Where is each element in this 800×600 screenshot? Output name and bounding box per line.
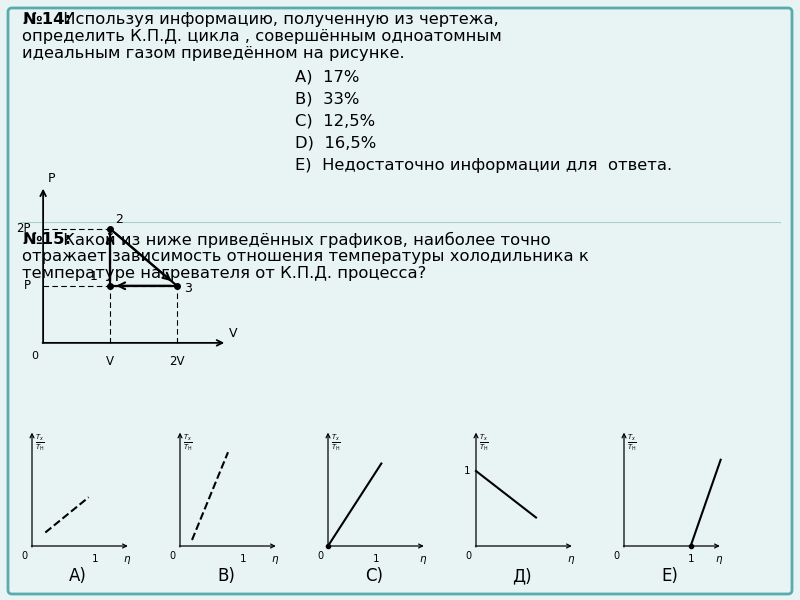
Text: 0: 0: [22, 551, 27, 561]
Text: A): A): [69, 567, 87, 585]
Text: 0: 0: [170, 551, 175, 561]
Text: $\eta$: $\eta$: [566, 553, 574, 565]
Text: 1: 1: [373, 553, 379, 563]
Text: E): E): [662, 567, 678, 585]
Text: $\eta$: $\eta$: [418, 553, 426, 565]
Text: 2V: 2V: [169, 355, 185, 368]
Text: 1: 1: [464, 466, 470, 476]
Text: $\eta$: $\eta$: [122, 553, 130, 565]
Text: P: P: [24, 279, 31, 292]
Text: 0: 0: [318, 551, 323, 561]
Text: 0: 0: [466, 551, 471, 561]
Text: $\frac{T_x}{T_{\rm H}}$: $\frac{T_x}{T_{\rm H}}$: [34, 432, 45, 453]
Text: №15:: №15:: [22, 232, 71, 247]
Text: 3: 3: [183, 282, 191, 295]
Text: температуре нагревателя от К.П.Д. процесса?: температуре нагревателя от К.П.Д. процес…: [22, 266, 426, 281]
Text: отражает зависимость отношения температуры холодильника к: отражает зависимость отношения температу…: [22, 249, 589, 264]
Text: Д): Д): [512, 567, 532, 585]
Text: 0: 0: [31, 352, 38, 361]
Text: A)  17%: A) 17%: [295, 70, 359, 85]
Text: C)  12,5%: C) 12,5%: [295, 114, 375, 129]
Text: D)  16,5%: D) 16,5%: [295, 136, 376, 151]
Text: №14:: №14:: [22, 12, 71, 27]
Text: $\eta$: $\eta$: [270, 553, 278, 565]
Text: 1: 1: [240, 553, 246, 563]
Text: $\frac{T_x}{T_{\rm H}}$: $\frac{T_x}{T_{\rm H}}$: [626, 432, 637, 453]
Text: E)  Недостаточно информации для  ответа.: E) Недостаточно информации для ответа.: [295, 158, 672, 173]
Text: 1: 1: [90, 270, 98, 283]
Text: определить К.П.Д. цикла , совершённым одноатомным: определить К.П.Д. цикла , совершённым од…: [22, 29, 502, 44]
Text: B)  33%: B) 33%: [295, 92, 359, 107]
Text: C): C): [365, 567, 383, 585]
Text: Используя информацию, полученную из чертежа,: Используя информацию, полученную из черт…: [58, 12, 498, 27]
Text: идеальным газом приведённом на рисунке.: идеальным газом приведённом на рисунке.: [22, 46, 405, 61]
Text: V: V: [106, 355, 114, 368]
Text: 1: 1: [92, 553, 98, 563]
Text: $\eta$: $\eta$: [714, 553, 722, 565]
Text: B): B): [217, 567, 235, 585]
Text: Какой из ниже приведённых графиков, наиболее точно: Какой из ниже приведённых графиков, наиб…: [58, 232, 550, 248]
Text: $\frac{T_x}{T_{\rm H}}$: $\frac{T_x}{T_{\rm H}}$: [478, 432, 489, 453]
Text: 1: 1: [687, 553, 694, 563]
Text: P: P: [48, 172, 55, 185]
FancyBboxPatch shape: [8, 8, 792, 594]
Text: $\frac{T_x}{T_{\rm H}}$: $\frac{T_x}{T_{\rm H}}$: [330, 432, 341, 453]
Text: 0: 0: [614, 551, 619, 561]
Text: 2P: 2P: [17, 222, 31, 235]
Text: $\frac{T_x}{T_{\rm H}}$: $\frac{T_x}{T_{\rm H}}$: [182, 432, 193, 453]
Text: 2: 2: [115, 213, 123, 226]
Text: V: V: [229, 327, 238, 340]
